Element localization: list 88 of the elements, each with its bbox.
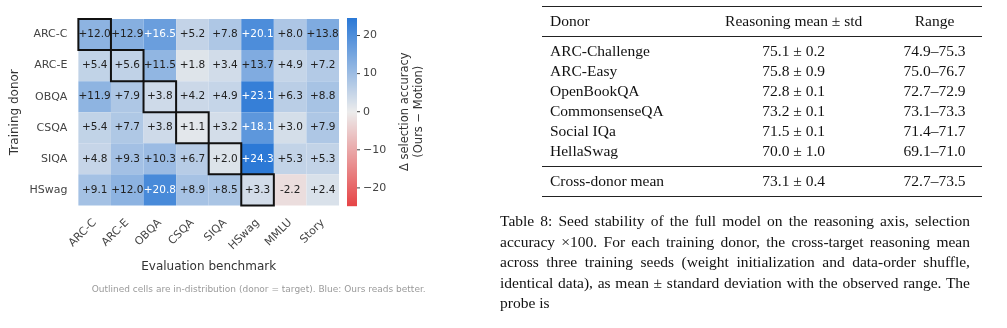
y-tick-label: SIQA xyxy=(40,151,68,165)
data-label: +5.6 xyxy=(114,58,141,71)
text: 73.1–73.3 xyxy=(902,101,967,121)
data-label: +5.4 xyxy=(81,120,108,133)
data-label: +7.9 xyxy=(114,89,140,102)
data-label: +3.8 xyxy=(147,120,173,133)
data-label: +20.1 xyxy=(241,27,274,40)
caption: Table 8: Seed stability of the full model on the reasoning axis, selection accuracy ×100. For each training donor, the cross-target reasoning mean across three training seeds (weight initialization and data-order shuffle, identical data), as mean ± standard deviation with the observed range. The probe is xyxy=(500,211,970,313)
data-label: +3.2 xyxy=(212,120,238,133)
text: 70.0 ± 1.0 xyxy=(761,141,827,161)
text: 73.1 ± 0.4 xyxy=(761,171,827,191)
text: 74.9–75.3 xyxy=(902,41,967,61)
text: Outlined cells are in-distribution (donor = target). Blue: Ours reads better. xyxy=(91,284,426,295)
data-label: +13.7 xyxy=(241,58,274,71)
data-label: +3.4 xyxy=(212,58,239,71)
data-label: +9.3 xyxy=(114,151,140,164)
data-label: +7.2 xyxy=(309,58,336,71)
data-label: +5.4 xyxy=(81,58,108,71)
data-label: +24.3 xyxy=(241,151,274,164)
data-label: +9.1 xyxy=(81,182,108,195)
data-label: +12.9 xyxy=(111,27,144,40)
text: 72.7–72.9 xyxy=(902,81,967,101)
data-label: +4.8 xyxy=(81,151,108,164)
data-label: +7.7 xyxy=(114,120,140,133)
data-label: +20.8 xyxy=(143,182,176,195)
data-label: +2.4 xyxy=(309,182,336,195)
y-tick-label: ARC-C xyxy=(33,27,68,41)
data-label: +12.0 xyxy=(78,27,111,40)
y-tick-label: OBQA xyxy=(34,89,68,103)
data-label: +3.0 xyxy=(277,120,303,133)
text: Reasoning mean ± std xyxy=(724,11,864,31)
text: HellaSwag xyxy=(549,141,619,161)
text: Range xyxy=(913,11,956,31)
text: 75.8 ± 0.9 xyxy=(761,61,827,81)
data-label: +7.9 xyxy=(309,120,336,133)
data-label: +7.8 xyxy=(212,27,238,40)
data-label: +3.3 xyxy=(244,182,271,195)
data-label: +4.9 xyxy=(277,58,303,71)
data-label: +16.5 xyxy=(143,27,176,40)
data-label: +8.9 xyxy=(179,182,206,195)
text: 71.4–71.7 xyxy=(902,121,967,141)
data-label: +3.8 xyxy=(147,89,173,102)
data-label: +5.3 xyxy=(309,151,336,164)
data-label: +18.1 xyxy=(241,120,274,133)
y-tick-label: CSQA xyxy=(36,120,68,134)
data-label: +8.8 xyxy=(309,89,336,102)
text: 75.0–76.7 xyxy=(902,61,967,81)
text: 72.8 ± 0.1 xyxy=(761,81,827,101)
color-bar-label: 10 xyxy=(363,66,377,80)
text: 72.7–73.5 xyxy=(902,171,967,191)
data-label: +4.9 xyxy=(212,89,238,102)
data-label: +11.9 xyxy=(78,89,111,102)
text: ARC-Easy xyxy=(549,61,619,81)
text: 73.2 ± 0.1 xyxy=(761,101,827,121)
text: 69.1–71.0 xyxy=(902,141,967,161)
y-tick-label: ARC-E xyxy=(34,58,68,72)
data-label: +11.5 xyxy=(143,58,176,71)
color-bar-label: 20 xyxy=(363,28,377,42)
data-label: +12.0 xyxy=(111,182,144,195)
color-bar-label: −20 xyxy=(363,180,387,194)
y-axis-title: Training donor xyxy=(7,69,22,157)
y-tick-label: HSwag xyxy=(29,182,68,196)
text: Cross-donor mean xyxy=(549,171,666,191)
color-bar-label: −10 xyxy=(363,142,387,156)
data-label: +1.8 xyxy=(179,58,206,71)
x-axis-title: Evaluation benchmark xyxy=(141,258,277,273)
data-label: +5.2 xyxy=(179,27,206,40)
data-label: +8.5 xyxy=(212,182,238,195)
data-label: +2.0 xyxy=(212,151,238,164)
text: 71.5 ± 0.1 xyxy=(761,121,827,141)
data-label: +23.1 xyxy=(241,89,274,102)
data-label: +1.1 xyxy=(179,120,206,133)
data-label: +6.3 xyxy=(277,89,303,102)
text: ARC-Challenge xyxy=(549,41,651,61)
data-label: +8.0 xyxy=(277,27,303,40)
data-label: +13.8 xyxy=(306,27,339,40)
text: Social IQa xyxy=(549,121,617,141)
data-label: +4.2 xyxy=(179,89,206,102)
data-label: +10.3 xyxy=(143,151,176,164)
text: Donor xyxy=(549,11,591,31)
data-label: +6.7 xyxy=(179,151,206,164)
color-bar-title: Δ selection accuracy (Ours − Motion) xyxy=(396,52,425,172)
data-label: +5.3 xyxy=(277,151,303,164)
text: CommonsenseQA xyxy=(549,101,665,121)
color-bar-label: 0 xyxy=(363,104,370,118)
text: 75.1 ± 0.2 xyxy=(761,41,827,61)
text: OpenBookQA xyxy=(549,81,641,101)
data-label: -2.2 xyxy=(279,182,301,195)
